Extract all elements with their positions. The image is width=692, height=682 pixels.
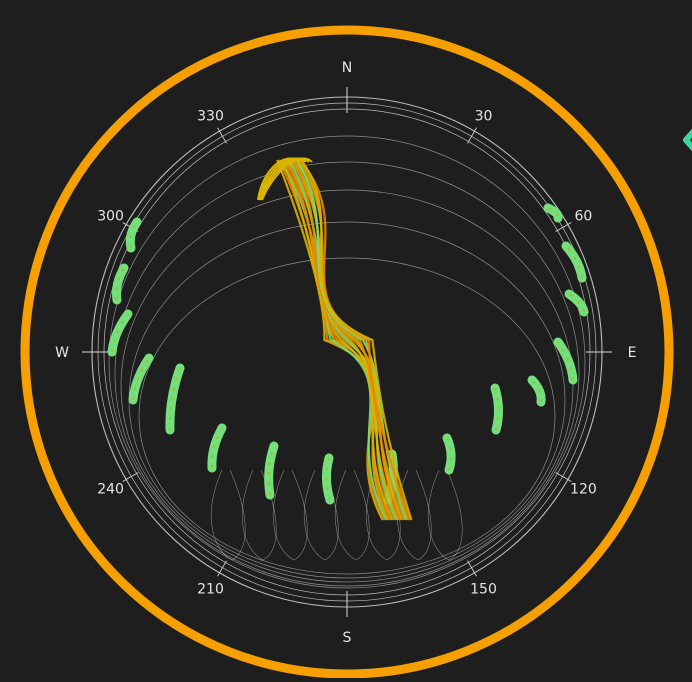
sun-trails bbox=[107, 203, 589, 505]
azimuth-label-60: 60 bbox=[575, 209, 593, 225]
cardinal-label-north: N bbox=[342, 60, 352, 76]
azimuth-label-30: 30 bbox=[475, 109, 493, 125]
central-trail-curl bbox=[259, 157, 307, 201]
sun-trail-highlight bbox=[565, 245, 583, 279]
sun-trail-highlight bbox=[531, 379, 543, 403]
azimuth-tick bbox=[217, 560, 227, 577]
analemma-loop bbox=[272, 469, 308, 561]
sun-trail-arc bbox=[442, 433, 456, 475]
analemma-loop bbox=[303, 469, 339, 561]
central-trail-curl bbox=[261, 157, 313, 201]
sun-trail-highlight bbox=[168, 367, 181, 431]
azimuth-label-210: 210 bbox=[197, 581, 224, 597]
azimuth-tick bbox=[555, 222, 572, 232]
azimuth-label-120: 120 bbox=[570, 482, 597, 498]
sun-trail-arc bbox=[553, 337, 578, 385]
sun-trail-highlight bbox=[115, 267, 125, 301]
central-trail bbox=[300, 159, 413, 521]
azimuth-tick bbox=[217, 127, 227, 144]
sun-trail-highlight bbox=[547, 207, 560, 219]
elevation-grid-ring bbox=[138, 257, 556, 575]
azimuth-label-330: 330 bbox=[197, 109, 224, 125]
cardinal-label-south: S bbox=[343, 630, 352, 646]
sun-trail-highlight bbox=[129, 221, 138, 249]
sun-trail-arc bbox=[107, 309, 133, 357]
analemma-loop bbox=[334, 469, 370, 561]
sun-trail-arc bbox=[264, 441, 279, 500]
elevation-grid-ring bbox=[108, 135, 586, 589]
cardinal-label-east: E bbox=[628, 345, 637, 361]
azimuth-tick bbox=[467, 127, 477, 144]
sun-trail-highlight bbox=[494, 387, 500, 431]
elevation-grid-ring bbox=[114, 161, 580, 587]
central-trail bbox=[298, 159, 411, 521]
sun-trail-highlight bbox=[446, 437, 453, 471]
sun-trail-highlight bbox=[210, 427, 223, 469]
azimuth-tick bbox=[555, 472, 572, 482]
azimuth-label-300: 300 bbox=[97, 209, 124, 225]
polar-grid bbox=[82, 87, 612, 617]
central-trail-bundle bbox=[257, 157, 413, 521]
analemma-loop bbox=[210, 469, 246, 561]
azimuth-tick bbox=[122, 472, 139, 482]
azimuth-label-240: 240 bbox=[97, 482, 124, 498]
sun-trail-arc bbox=[112, 263, 129, 305]
sun-trail-highlight bbox=[132, 357, 150, 401]
cardinal-label-west: W bbox=[55, 345, 69, 361]
sun-trail-highlight bbox=[325, 457, 331, 501]
analemma-loop bbox=[427, 469, 463, 561]
azimuth-tick bbox=[467, 560, 477, 577]
analemma-loop bbox=[241, 469, 277, 561]
azimuth-label-150: 150 bbox=[470, 581, 497, 597]
elevation-grid-ring bbox=[120, 189, 574, 583]
azimuth-labels: N E S W 30 60 120 150 210 240 300 330 bbox=[55, 60, 636, 646]
central-trail bbox=[282, 159, 392, 521]
chevron-left-icon bbox=[683, 128, 692, 152]
sun-trail-highlight bbox=[568, 293, 585, 313]
frame-ring bbox=[20, 25, 674, 679]
sun-trail-arc bbox=[561, 241, 587, 283]
